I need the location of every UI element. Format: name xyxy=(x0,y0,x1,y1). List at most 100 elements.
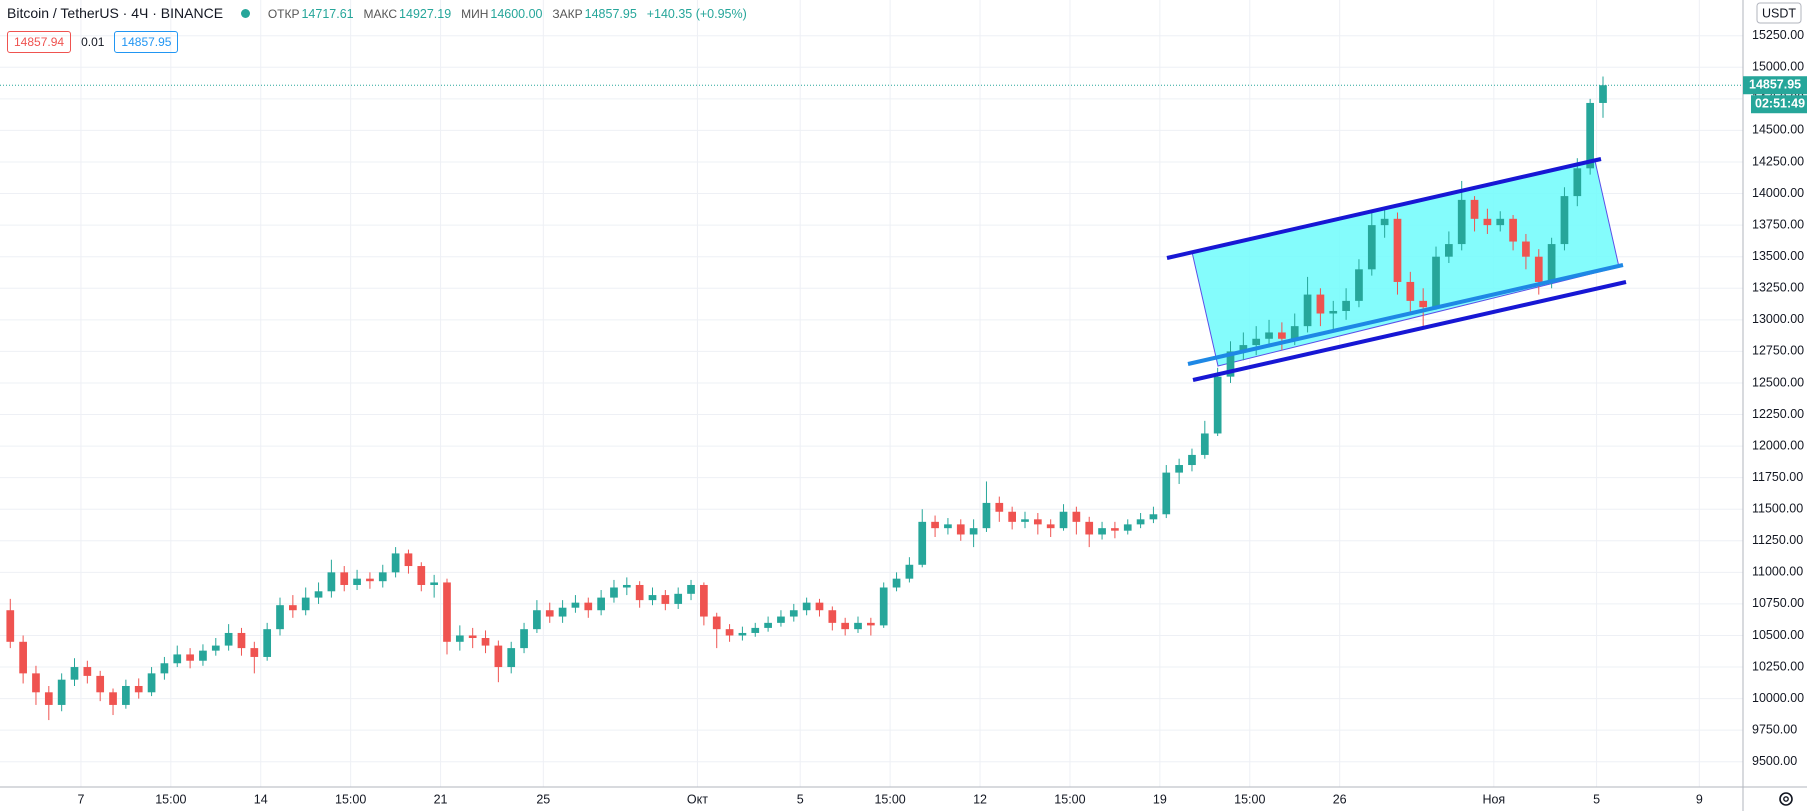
candle-body xyxy=(1509,218,1517,242)
candle-body xyxy=(725,629,734,636)
candle-body xyxy=(1457,199,1466,245)
y-tick-label: 14000.00 xyxy=(1752,186,1804,200)
candle-body xyxy=(1021,519,1029,522)
close-value: 14857.95 xyxy=(584,7,637,21)
candle-body xyxy=(404,553,413,567)
candle-body xyxy=(738,632,747,636)
high-label: МАКС xyxy=(363,7,398,21)
x-tick-label: 26 xyxy=(1333,792,1347,806)
candle-body xyxy=(1329,310,1338,314)
candle-body xyxy=(1265,332,1273,339)
sell-button[interactable]: 14857.94 xyxy=(7,31,72,53)
symbol[interactable]: Bitcoin / TetherUS · 4Ч · BINANCE xyxy=(7,5,224,21)
candle-body xyxy=(109,692,117,705)
candle-body xyxy=(841,622,850,630)
x-tick-label: 7 xyxy=(77,792,84,806)
candle-body xyxy=(905,564,914,579)
candle-body xyxy=(468,635,477,639)
y-tick-label: 10500.00 xyxy=(1752,628,1804,642)
y-tick-label: 11250.00 xyxy=(1752,533,1803,547)
candle-body xyxy=(1393,218,1402,282)
candle-body xyxy=(1419,300,1428,308)
countdown-tag xyxy=(1751,95,1807,114)
candle-body xyxy=(1239,345,1248,352)
candle-body xyxy=(1252,338,1261,346)
x-tick-label: 12 xyxy=(973,792,987,806)
candle-body xyxy=(199,650,207,661)
candle-body xyxy=(789,610,798,617)
y-tick-label: 11000.00 xyxy=(1752,565,1803,579)
channel-bottom xyxy=(1192,280,1627,382)
channel-mid xyxy=(1187,263,1624,366)
buy-button[interactable]: 14857.95 xyxy=(114,31,179,53)
currency-box[interactable] xyxy=(1756,2,1802,24)
candle-body xyxy=(1046,524,1055,529)
candle-body xyxy=(186,654,194,661)
candle-body xyxy=(1213,376,1222,434)
y-tick-label: 15000.00 xyxy=(1752,60,1804,74)
x-tick-label: Окт xyxy=(687,792,708,806)
candle-body xyxy=(1278,332,1286,339)
x-tick-label: 9 xyxy=(1696,792,1703,806)
candle-body xyxy=(1111,528,1119,531)
open-label: ОТКР xyxy=(267,7,300,21)
y-tick-label: 9500.00 xyxy=(1752,754,1797,768)
candle-body xyxy=(1188,454,1196,466)
candle-body xyxy=(1496,218,1505,226)
candle-body xyxy=(1162,472,1171,515)
low-value: 14600.00 xyxy=(490,7,543,21)
candle-body xyxy=(545,610,554,617)
candle-body xyxy=(507,648,516,668)
candle-body xyxy=(83,667,92,676)
price-tag-label: 14857.95 xyxy=(1749,78,1801,92)
candle-body xyxy=(327,572,336,592)
y-tick-label: 11750.00 xyxy=(1752,470,1803,484)
price-tag xyxy=(1743,76,1807,95)
candle-body xyxy=(571,602,580,608)
candle-body xyxy=(520,629,528,649)
status-dot xyxy=(240,9,250,18)
y-tick-label: 12500.00 xyxy=(1752,375,1804,389)
y-tick-label: 15250.00 xyxy=(1752,28,1804,42)
candle-body xyxy=(289,605,297,611)
candle-body xyxy=(353,578,361,585)
candle-body xyxy=(777,616,785,623)
close-label: ЗАКР xyxy=(552,7,583,21)
candle-body xyxy=(1560,196,1569,245)
candle-body xyxy=(956,524,965,535)
change: +140.35 (+0.95%) xyxy=(646,7,747,21)
candle-body xyxy=(237,632,246,649)
candle-body xyxy=(828,610,837,623)
candle-body xyxy=(44,692,53,705)
candle-body xyxy=(70,667,79,680)
channel-top xyxy=(1166,157,1602,260)
candle-body xyxy=(1586,102,1595,169)
candle-body xyxy=(1547,244,1556,282)
y-tick-label: 9750.00 xyxy=(1752,722,1797,736)
currency: USDT xyxy=(1762,6,1796,20)
candle-body xyxy=(1059,511,1068,529)
x-tick-label: 14 xyxy=(254,792,268,806)
candle-body xyxy=(1367,225,1376,270)
candle-body xyxy=(173,654,182,664)
candle-body xyxy=(1522,241,1530,257)
candle-body xyxy=(982,502,991,529)
candle-body xyxy=(1432,256,1440,308)
candle-body xyxy=(1008,511,1017,522)
candle-body xyxy=(340,572,349,585)
candle-body xyxy=(1085,521,1094,535)
y-tick-label: 13500.00 xyxy=(1752,249,1804,263)
x-tick-label: 19 xyxy=(1153,792,1167,806)
y-tick-label: 10750.00 xyxy=(1752,596,1804,610)
candle-body xyxy=(455,635,464,642)
candle-body xyxy=(1316,294,1325,314)
x-tick-label: 5 xyxy=(1593,792,1600,806)
x-tick-label: 5 xyxy=(797,792,804,806)
candle-body xyxy=(250,648,259,657)
open-value: 14717.61 xyxy=(301,7,354,21)
y-tick-label: 12250.00 xyxy=(1752,407,1804,421)
settings-icon[interactable] xyxy=(1779,792,1793,806)
candle-body xyxy=(160,663,169,674)
candle-body xyxy=(1406,281,1415,301)
